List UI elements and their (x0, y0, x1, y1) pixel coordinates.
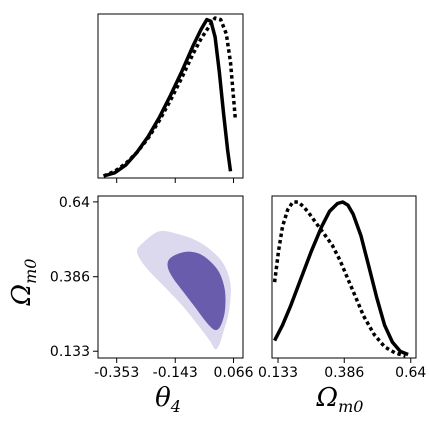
omega-m0-xtick-label: 0.386 (324, 365, 364, 381)
theta4-marginal-panel (97, 13, 244, 183)
omega-m0-x-tick-labels: 0.133 0.386 0.64 (258, 365, 426, 381)
omega-m0-xtick-label: 0.133 (258, 365, 298, 381)
contour-ytick-label: 0.133 (50, 344, 90, 360)
x-axis-label-omega-m0: Ωm0 (316, 383, 364, 416)
contour-levels (136, 230, 231, 350)
omega-m0-marginal-series (272, 200, 409, 358)
y-axis-label-omega-m0: Ωm0 (7, 259, 40, 307)
contour-ticks (93, 201, 235, 363)
contour-xtick-label: -0.143 (153, 365, 198, 381)
contour-y-tick-labels: 0.133 0.386 0.64 (50, 195, 90, 360)
theta4-marginal-ticks (116, 178, 235, 183)
theta4-dotted-line (102, 16, 237, 178)
contour-xtick-label: 0.066 (213, 365, 253, 381)
theta4-marginal-series (102, 16, 237, 178)
omega-m0-marginal-panel: 0.133 0.386 0.64 Ωm0 (258, 195, 426, 416)
omega-m0-solid-line (273, 200, 409, 357)
contour-xtick-label: -0.353 (94, 365, 139, 381)
omega-m0-marginal-ticks (277, 358, 412, 363)
contour-ytick-label: 0.64 (59, 195, 90, 211)
contour-panel: -0.353 -0.143 0.066 0.133 0.386 0.64 θ4 Ωm0 (7, 195, 254, 416)
contour-inner-region (167, 251, 226, 331)
omega-m0-dotted-line (272, 200, 406, 358)
omega-m0-xtick-label: 0.64 (395, 365, 426, 381)
x-axis-label-theta4: θ4 (155, 383, 181, 416)
contour-x-tick-labels: -0.353 -0.143 0.066 (94, 365, 254, 381)
omega-m0-marginal-frame (271, 195, 417, 359)
contour-ytick-label: 0.386 (50, 270, 90, 286)
